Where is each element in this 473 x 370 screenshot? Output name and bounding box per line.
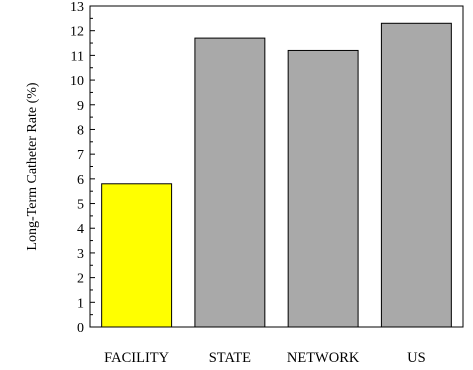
x-category-label: STATE — [209, 350, 251, 366]
bar-state — [194, 37, 266, 328]
y-tick-label: 12 — [70, 25, 84, 40]
y-tick-label: 6 — [77, 173, 84, 188]
y-tick-label: 5 — [77, 198, 84, 213]
y-tick-label: 9 — [77, 99, 84, 114]
y-tick-label: 0 — [77, 321, 84, 336]
y-tick-label: 11 — [71, 49, 84, 64]
bar-network — [287, 49, 359, 328]
y-tick-label: 1 — [77, 296, 84, 311]
bar-us — [380, 22, 452, 328]
bars-group — [101, 22, 452, 328]
x-category-label: FACILITY — [104, 350, 170, 366]
y-tick-label: 4 — [77, 222, 84, 237]
plot-frame — [89, 5, 464, 328]
y-tick-label: 7 — [77, 148, 84, 163]
y-tick-label: 13 — [70, 0, 84, 15]
y-tick-label: 10 — [70, 74, 84, 89]
bar-facility — [101, 183, 173, 328]
y-axis-title: Long-Term Catheter Rate (%) — [25, 82, 40, 250]
x-axis-labels: FACILITY STATE NETWORK US — [104, 350, 426, 366]
y-tick-label: 3 — [77, 247, 84, 262]
x-category-label: US — [407, 350, 426, 366]
y-tick-label: 2 — [77, 272, 84, 287]
y-tick-label: 8 — [77, 123, 84, 138]
x-category-label: NETWORK — [287, 350, 360, 366]
